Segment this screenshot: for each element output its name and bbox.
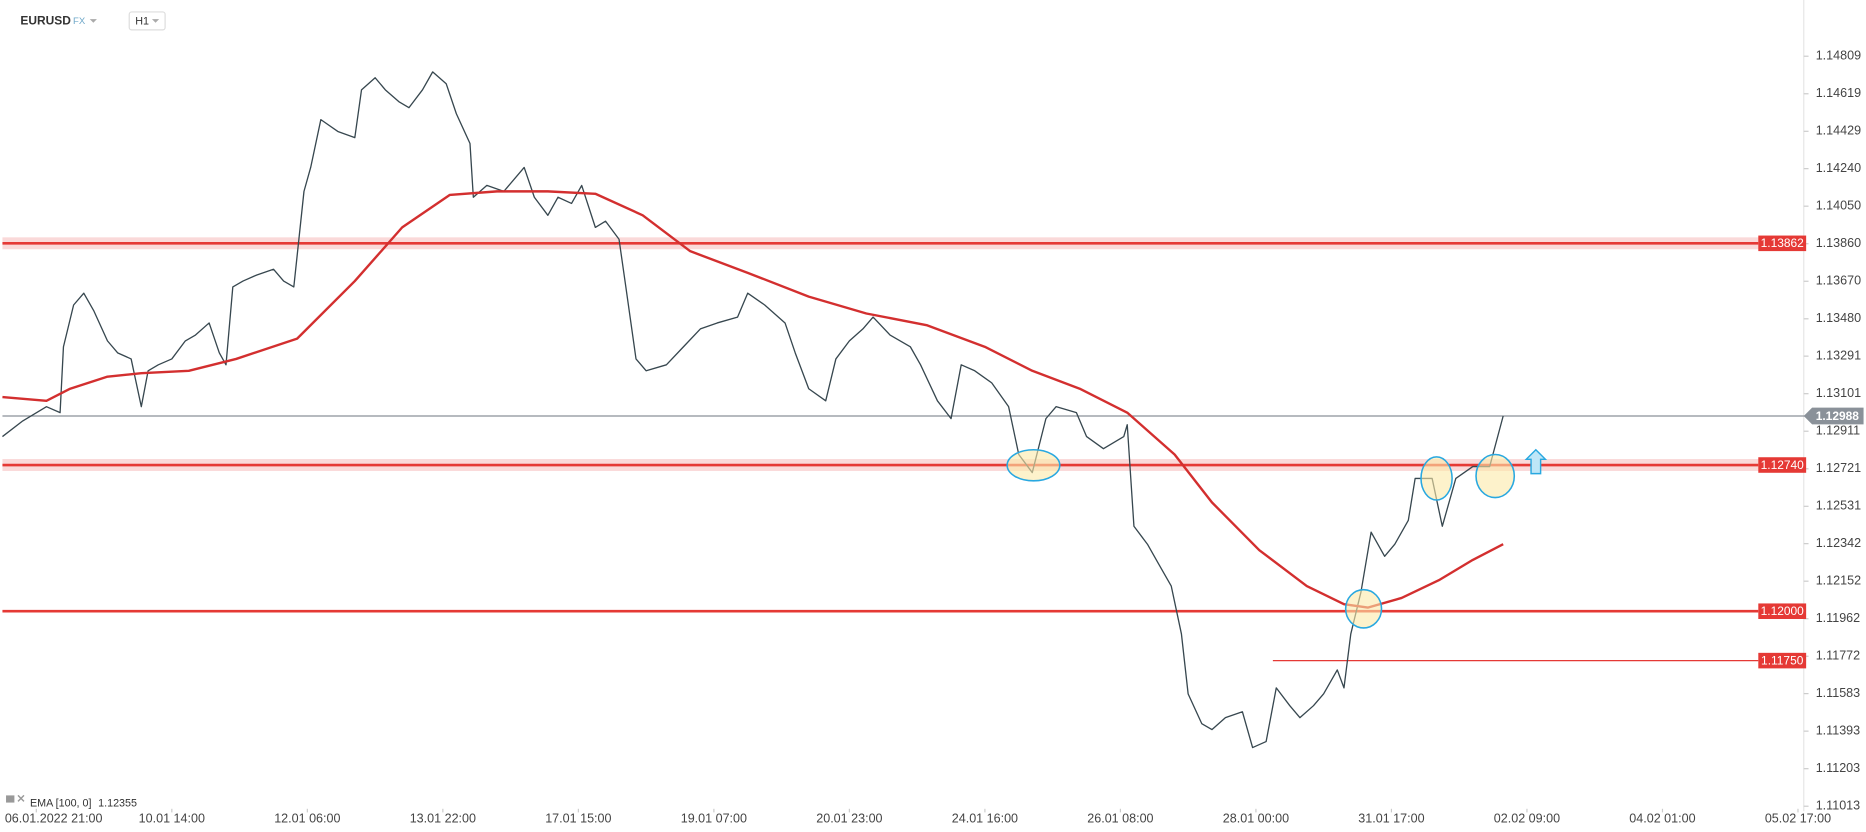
y-tick-label: 1.11393 bbox=[1816, 723, 1860, 737]
y-tick-label: 1.14619 bbox=[1816, 86, 1861, 100]
x-tick-label: 26.01 08:00 bbox=[1087, 812, 1153, 826]
y-tick-label: 1.13860 bbox=[1816, 236, 1861, 250]
level-tag bbox=[1758, 652, 1807, 669]
y-tick-label: 1.14429 bbox=[1816, 124, 1861, 138]
header: EURUSD FX H1 bbox=[20, 11, 166, 31]
x-tick-label: 12.01 06:00 bbox=[274, 812, 340, 826]
level-label: 1.12000 bbox=[1761, 604, 1805, 618]
up-arrow bbox=[1524, 448, 1548, 475]
x-tick-label: 06.01.2022 21:00 bbox=[5, 812, 103, 826]
x-tick-label: 28.01 00:00 bbox=[1223, 812, 1289, 826]
dropdown-icon[interactable] bbox=[151, 19, 160, 23]
level-label: 1.12740 bbox=[1761, 458, 1805, 472]
level-tag bbox=[1758, 235, 1807, 252]
x-tick-label: 02.02 09:00 bbox=[1494, 812, 1560, 826]
market[interactable]: FX bbox=[73, 16, 86, 27]
timeframe-box[interactable] bbox=[128, 11, 166, 31]
indicator-value: 1.12355 bbox=[98, 798, 137, 810]
symbol: EURUSD bbox=[20, 14, 71, 28]
x-tick-label: 19.01 07:00 bbox=[681, 812, 747, 826]
timeframe[interactable]: H1 bbox=[135, 15, 149, 27]
y-tick-label: 1.11583 bbox=[1816, 686, 1860, 700]
y-tick-label: 1.11772 bbox=[1816, 649, 1860, 663]
y-tick-label: 1.14050 bbox=[1816, 198, 1861, 212]
ema-line bbox=[2, 190, 1504, 609]
level-label: 1.11750 bbox=[1761, 653, 1804, 667]
legend-icon[interactable] bbox=[6, 795, 15, 803]
highlight-ellipse bbox=[1344, 588, 1383, 629]
current-price-label: 1.12988 bbox=[1816, 409, 1860, 423]
highlight-ellipse bbox=[1420, 456, 1453, 501]
y-tick-label: 1.12342 bbox=[1816, 536, 1861, 550]
y-tick-label: 1.12531 bbox=[1816, 499, 1861, 513]
x-tick-label: 20.01 23:00 bbox=[816, 812, 882, 826]
y-tick-label: 1.13670 bbox=[1816, 274, 1861, 288]
x-tick-label: 13.01 22:00 bbox=[410, 812, 476, 826]
x-tick-label: 31.01 17:00 bbox=[1358, 812, 1424, 826]
y-tick-label: 1.11962 bbox=[1816, 611, 1860, 625]
highlight-ellipse bbox=[1475, 453, 1516, 499]
dropdown-icon[interactable] bbox=[89, 19, 97, 23]
indicator-name: EMA [100, 0] bbox=[30, 798, 92, 810]
current-price-tag bbox=[1803, 407, 1864, 425]
x-tick-label: 17.01 15:00 bbox=[545, 812, 611, 826]
price-line bbox=[2, 71, 1504, 749]
y-tick-label: 1.11203 bbox=[1816, 761, 1860, 775]
indicator-legend: EMA [100, 0] 1.12355 bbox=[6, 794, 137, 810]
level-label: 1.13862 bbox=[1761, 236, 1805, 250]
y-tick-label: 1.13291 bbox=[1816, 348, 1861, 362]
y-tick-label: 1.14240 bbox=[1816, 161, 1861, 175]
close-icon[interactable] bbox=[17, 794, 25, 802]
y-tick-label: 1.13480 bbox=[1816, 311, 1861, 325]
y-tick-label: 1.12911 bbox=[1816, 424, 1860, 438]
level-tag bbox=[1758, 603, 1807, 619]
y-tick-label: 1.11013 bbox=[1816, 799, 1860, 813]
x-tick-label: 04.02 01:00 bbox=[1629, 812, 1695, 826]
x-tick-label: 10.01 14:00 bbox=[139, 812, 205, 826]
y-tick-label: 1.12152 bbox=[1816, 573, 1861, 587]
y-tick-label: 1.14809 bbox=[1816, 49, 1861, 63]
annotations bbox=[1006, 448, 1548, 629]
level-tag bbox=[1758, 457, 1807, 473]
y-tick-label: 1.12721 bbox=[1816, 461, 1861, 475]
highlight-ellipse bbox=[1006, 448, 1061, 482]
y-tick-label: 1.13101 bbox=[1816, 386, 1861, 400]
x-tick-label: 05.02 17:00 bbox=[1765, 812, 1831, 826]
x-tick-label: 24.01 16:00 bbox=[952, 812, 1018, 826]
